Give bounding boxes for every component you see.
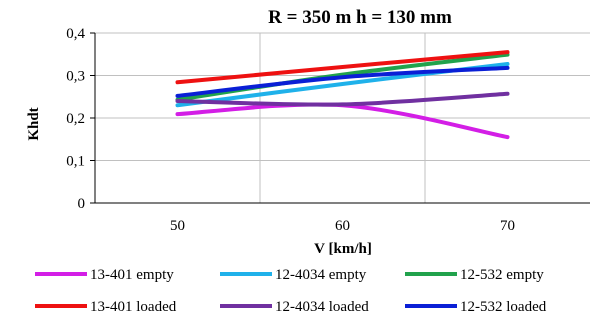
legend-label: 12-4034 loaded <box>275 299 369 315</box>
series-line-12-4034-loaded <box>175 91 510 107</box>
legend-item: 13-401 loaded <box>35 299 177 315</box>
legend-label: 12-4034 empty <box>275 267 367 283</box>
x-tick-label: 60 <box>335 218 350 234</box>
y-tick-label: 0,4 <box>66 26 85 42</box>
series-line-13-401-empty <box>175 102 510 140</box>
y-tick-label: 0,2 <box>66 111 85 127</box>
grid <box>90 32 590 204</box>
series-line-12-532-empty <box>175 52 510 102</box>
y-tick-label: 0,3 <box>66 69 85 85</box>
legend-label: 12-532 empty <box>460 267 544 283</box>
chart-title: R = 350 m h = 130 mm <box>268 7 452 28</box>
series-line-13-401-loaded <box>175 50 510 85</box>
legend-label: 12-532 loaded <box>460 299 547 315</box>
legend-item: 12-532 loaded <box>405 299 547 315</box>
legend-item: 12-532 empty <box>405 267 544 283</box>
legend-label: 13-401 empty <box>90 267 174 283</box>
legend: 13-401 empty 12-4034 empty 12-532 empty 13-… <box>35 267 547 315</box>
y-tick-label: 0,1 <box>66 154 85 170</box>
legend-label: 13-401 loaded <box>90 299 177 315</box>
series-lines <box>175 50 510 140</box>
y-axis-title: Khdt <box>26 107 42 140</box>
y-tick-label: 0 <box>78 196 86 212</box>
x-tick-label: 70 <box>500 218 515 234</box>
y-axis-ticks: 0 0,1 0,2 0,3 0,4 <box>66 26 85 212</box>
legend-item: 12-4034 empty <box>220 267 367 283</box>
x-axis-ticks: 50 60 70 <box>170 218 515 234</box>
x-axis-title: V [km/h] <box>314 241 372 257</box>
legend-item: 13-401 empty <box>35 267 174 283</box>
legend-item: 12-4034 loaded <box>220 299 369 315</box>
x-tick-label: 50 <box>170 218 185 234</box>
series-line-12-532-loaded <box>175 65 510 98</box>
